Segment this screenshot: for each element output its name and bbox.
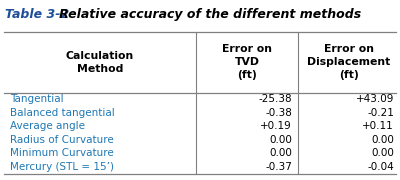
Text: 0.00: 0.00: [269, 148, 292, 158]
Text: +0.19: +0.19: [260, 122, 292, 131]
Text: 0.00: 0.00: [371, 148, 394, 158]
Text: Mercury (STL = 15’): Mercury (STL = 15’): [10, 162, 114, 172]
Text: Average angle: Average angle: [10, 122, 85, 131]
Text: Balanced tangential: Balanced tangential: [10, 108, 115, 118]
Text: -25.38: -25.38: [258, 94, 292, 104]
Text: 0.00: 0.00: [371, 135, 394, 145]
Text: Tangential: Tangential: [10, 94, 64, 104]
Text: -0.21: -0.21: [367, 108, 394, 118]
Text: +0.11: +0.11: [362, 122, 394, 131]
Text: Relative accuracy of the different methods: Relative accuracy of the different metho…: [46, 8, 361, 21]
Text: Table 3-2: Table 3-2: [5, 8, 69, 21]
Text: -0.38: -0.38: [265, 108, 292, 118]
Text: -0.37: -0.37: [265, 162, 292, 172]
Text: Calculation
Method: Calculation Method: [66, 51, 134, 73]
Text: -0.04: -0.04: [367, 162, 394, 172]
Text: 0.00: 0.00: [269, 135, 292, 145]
Text: Error on
TVD
(ft): Error on TVD (ft): [222, 44, 272, 80]
Text: Error on
Displacement
(ft): Error on Displacement (ft): [307, 44, 391, 80]
Text: +43.09: +43.09: [356, 94, 394, 104]
Text: Minimum Curvature: Minimum Curvature: [10, 148, 114, 158]
Text: Radius of Curvature: Radius of Curvature: [10, 135, 114, 145]
